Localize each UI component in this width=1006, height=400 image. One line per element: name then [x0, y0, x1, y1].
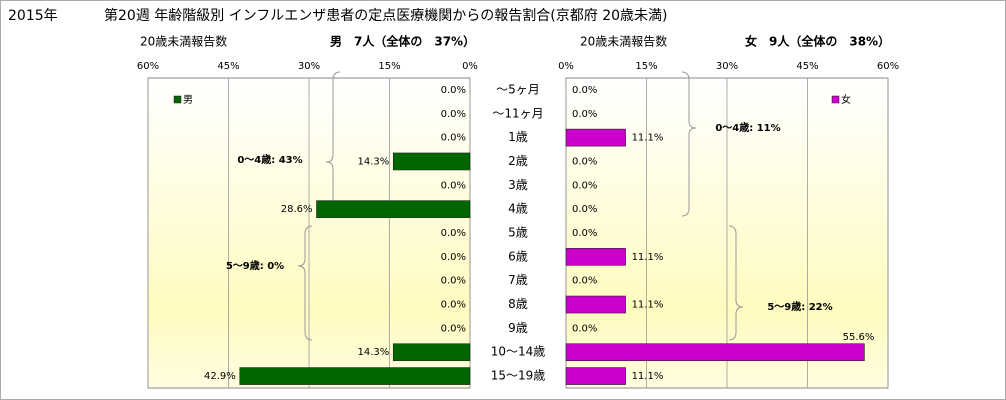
value-label: 0.0%	[572, 323, 597, 334]
category-label: 9歳	[508, 321, 528, 335]
category-label: 8歳	[508, 297, 528, 311]
value-label: 0.0%	[572, 109, 597, 120]
value-label: 0.0%	[441, 133, 466, 144]
x-tick-label: 0%	[462, 61, 478, 72]
value-label: 0.0%	[441, 180, 466, 191]
annotation: 0～4歳: 43%	[237, 153, 302, 166]
value-label: 0.0%	[441, 276, 466, 287]
chart-title: 第20週 年齢階級別 インフルエンザ患者の定点医療機関からの報告割合(京都府 2…	[104, 7, 667, 24]
value-label: 0.0%	[441, 300, 466, 311]
x-tick-label: 30%	[716, 61, 738, 72]
annotation: 5～9歳: 22%	[767, 300, 832, 313]
bar	[316, 200, 471, 218]
category-label: 2歳	[508, 154, 528, 168]
value-label: 11.1%	[632, 371, 664, 382]
value-label: 14.3%	[357, 156, 389, 167]
value-label: 14.3%	[357, 347, 389, 358]
bar	[239, 367, 471, 385]
category-label: 10～14歳	[491, 345, 546, 359]
value-label: 0.0%	[572, 156, 597, 167]
legend-label: 女	[841, 93, 851, 106]
category-label: 15～19歳	[491, 369, 546, 383]
bar	[565, 295, 626, 314]
value-label: 11.1%	[632, 252, 664, 263]
value-label: 0.0%	[572, 180, 597, 191]
value-label: 0.0%	[441, 323, 466, 334]
category-label: 6歳	[508, 249, 528, 263]
value-label: 0.0%	[441, 252, 466, 263]
x-tick-label: 60%	[877, 61, 899, 72]
value-label: 0.0%	[572, 276, 597, 287]
category-label: 4歳	[508, 202, 528, 216]
annotation: 5～9歳: 0%	[226, 259, 284, 272]
x-tick-label: 0%	[558, 61, 574, 72]
value-label: 11.1%	[632, 300, 664, 311]
category-label: ～11ヶ月	[492, 106, 543, 120]
legend-swatch	[173, 95, 182, 104]
value-label: 55.6%	[843, 332, 875, 343]
category-label: 1歳	[508, 130, 528, 144]
x-tick-label: 60%	[137, 61, 159, 72]
category-label: 3歳	[508, 178, 528, 192]
value-label: 0.0%	[441, 85, 466, 96]
value-label: 0.0%	[441, 109, 466, 120]
bar	[565, 367, 626, 385]
value-label: 0.0%	[441, 228, 466, 239]
subtitle: 女 9人（全体の 38%）	[745, 34, 890, 49]
category-label: 7歳	[508, 273, 528, 287]
bar	[392, 152, 471, 171]
legend-swatch	[831, 95, 840, 104]
count-label: 20歳未満報告数	[140, 34, 227, 49]
bar	[565, 128, 626, 147]
value-label: 0.0%	[572, 204, 597, 215]
value-label: 0.0%	[572, 228, 597, 239]
bar	[565, 248, 626, 266]
value-label: 28.6%	[281, 204, 313, 215]
bracket	[681, 71, 697, 217]
bar	[392, 343, 471, 362]
x-tick-label: 45%	[217, 61, 239, 72]
count-label: 20歳未満報告数	[580, 34, 667, 49]
category-label: 5歳	[508, 226, 528, 240]
bracket	[297, 225, 313, 341]
value-label: 11.1%	[632, 133, 664, 144]
x-tick-label: 45%	[796, 61, 818, 72]
value-label: 0.0%	[572, 85, 597, 96]
bracket	[728, 225, 744, 341]
annotation: 0～4歳: 11%	[715, 121, 780, 134]
x-tick-label: 30%	[298, 61, 320, 72]
legend-label: 男	[183, 94, 193, 106]
year: 2015年	[8, 8, 58, 24]
category-label: ～5ヶ月	[496, 82, 540, 96]
x-tick-label: 15%	[635, 61, 657, 72]
value-label: 42.9%	[204, 371, 236, 382]
x-tick-label: 15%	[378, 61, 400, 72]
subtitle: 男 7人（全体の 37%）	[330, 34, 475, 49]
bar	[565, 343, 865, 362]
